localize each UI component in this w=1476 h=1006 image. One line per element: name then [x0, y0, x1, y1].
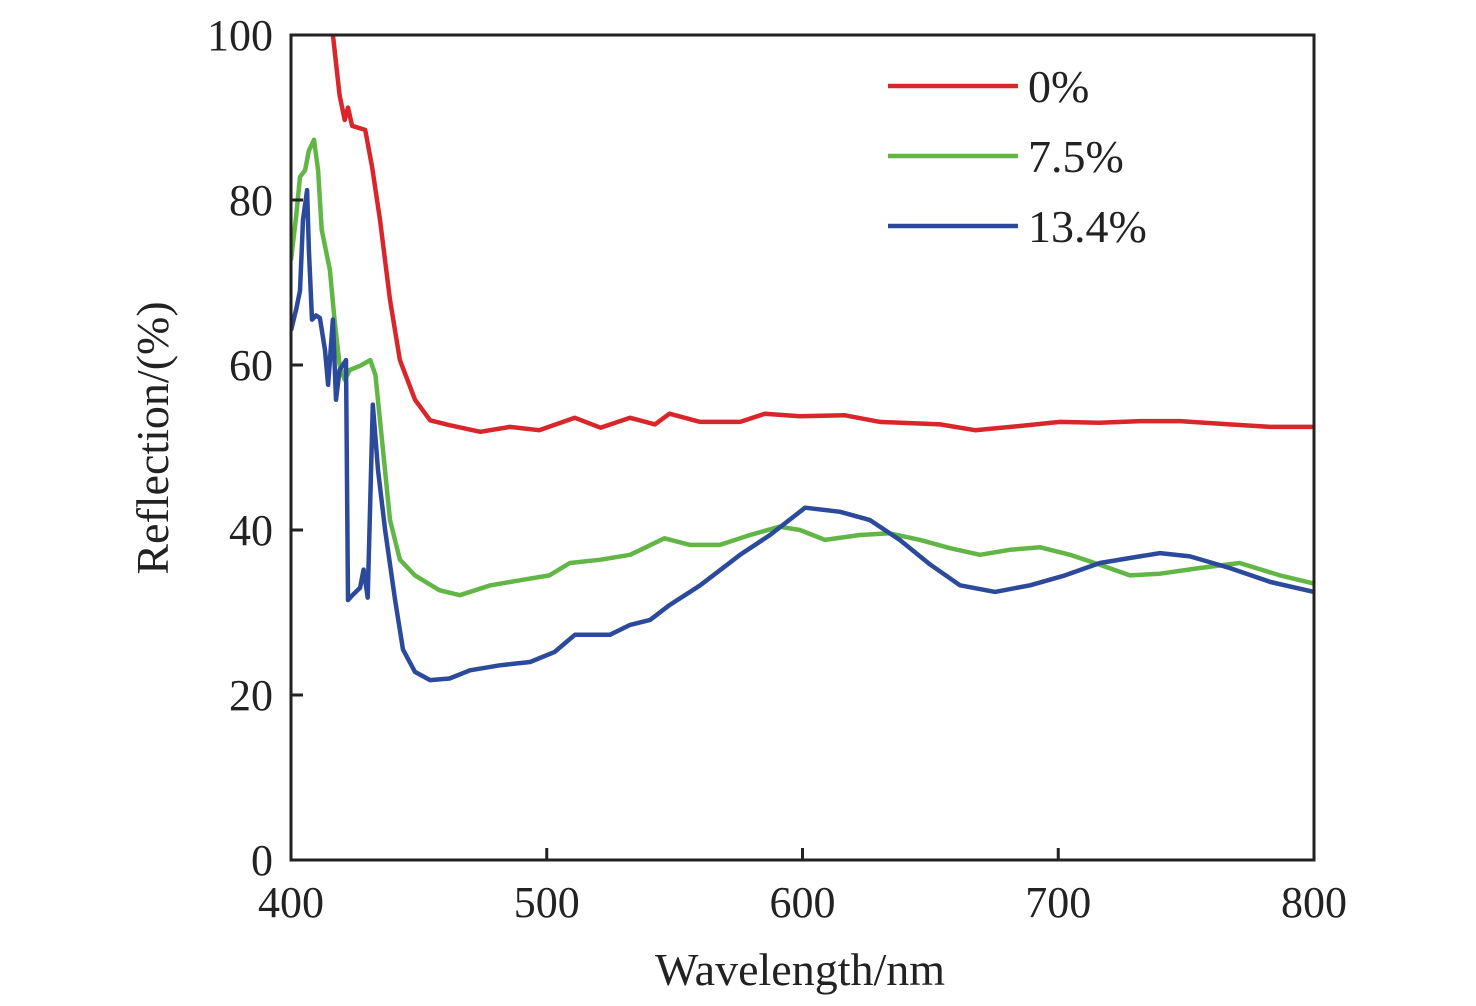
series-line-75 — [291, 137, 1314, 598]
y-tick-label: 100 — [207, 11, 273, 60]
x-tick-label: 700 — [1025, 878, 1091, 927]
series-line-134 — [291, 187, 1314, 683]
y-tick-label: 20 — [229, 671, 273, 720]
x-tick-label: 600 — [770, 878, 836, 927]
y-tick-label: 60 — [229, 341, 273, 390]
series-line-0 — [330, 35, 1314, 435]
y-axis-label: Reflection/(%) — [127, 301, 178, 574]
legend-label: 7.5% — [1028, 131, 1124, 182]
x-tick-label: 800 — [1281, 878, 1347, 927]
legend: 0% 7.5% 13.4% — [888, 61, 1147, 252]
x-axis-label: Wavelength/nm — [655, 944, 945, 995]
series-layer — [291, 35, 1314, 683]
plot-frame — [289, 33, 1316, 862]
y-tick-label: 0 — [251, 836, 273, 885]
legend-label: 0% — [1028, 61, 1089, 112]
legend-label: 13.4% — [1028, 201, 1147, 252]
x-tick-label: 500 — [514, 878, 580, 927]
y-tick-label: 80 — [229, 176, 273, 225]
x-tick-label: 400 — [258, 878, 324, 927]
ticks-layer: 400 500 600 700 800 0 20 40 60 80 100 — [207, 11, 1347, 927]
y-tick-label: 40 — [229, 506, 273, 555]
